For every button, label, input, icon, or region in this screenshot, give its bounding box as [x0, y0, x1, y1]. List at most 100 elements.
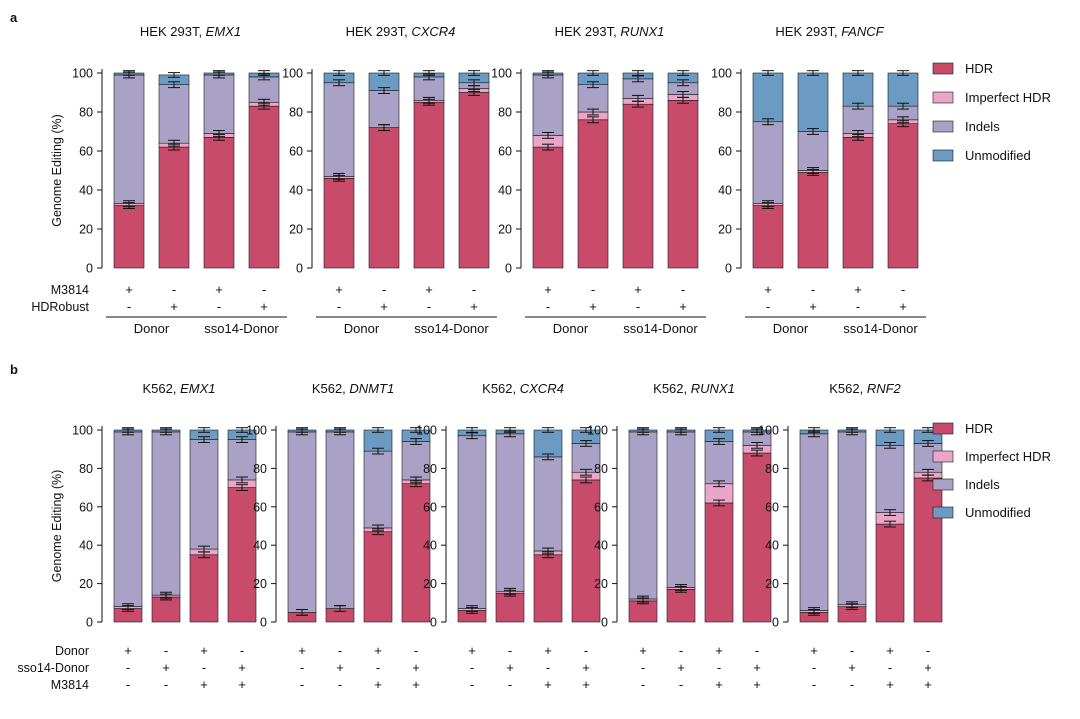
condition-sign: -	[812, 660, 816, 675]
condition-sign: -	[679, 643, 683, 658]
y-tick-label: 80	[79, 106, 93, 120]
condition-sign: +	[544, 677, 552, 692]
y-tick-label: 20	[253, 577, 267, 591]
y-tick-label: 80	[765, 462, 779, 476]
y-tick-label: 60	[79, 500, 93, 514]
y-tick-label: 20	[423, 577, 437, 591]
bar-hdr	[875, 523, 905, 623]
y-tick-label: 60	[253, 500, 267, 514]
bar-indels	[113, 431, 143, 607]
bar-hdr	[495, 592, 525, 623]
legend-swatch-imperfect-hdr	[932, 91, 954, 104]
conditions-b-runx1: + - + - - + - + - - + +	[639, 643, 761, 692]
row-label: M3814	[51, 283, 89, 297]
bar-indels	[797, 131, 829, 171]
y-tick-label: 20	[79, 223, 93, 237]
bar-indels	[203, 74, 235, 134]
legend-label: Imperfect HDR	[965, 90, 1051, 105]
bar-hdr	[401, 483, 431, 623]
row-label: Donor	[55, 644, 89, 658]
y-tick-label: 100	[246, 424, 267, 438]
chart-title-gene: DNMT1	[349, 381, 394, 396]
condition-sign: -	[164, 643, 168, 658]
bar-indels	[704, 441, 734, 485]
bar-unmodified	[752, 72, 784, 123]
bar-indels	[368, 90, 400, 128]
y-tick-label: 0	[772, 616, 779, 630]
bar-hdr	[704, 502, 734, 623]
y-tick-label: 40	[289, 184, 303, 198]
group-label: sso14-Donor	[843, 321, 918, 336]
legend-label: Imperfect HDR	[965, 449, 1051, 464]
bar-indels	[532, 74, 564, 136]
condition-sign: +	[506, 660, 514, 675]
condition-sign: -	[414, 643, 418, 658]
conditions-b-cxcr4: + - + - - + - + - - + +	[468, 643, 590, 692]
condition-sign: +	[924, 677, 932, 692]
panel-label-a: a	[10, 10, 18, 25]
bar-hdr	[666, 589, 696, 623]
bar-indels	[571, 443, 601, 473]
y-tick-label: 100	[72, 67, 93, 81]
y-tick-label: 0	[86, 262, 93, 276]
group-label: sso14-Donor	[204, 321, 279, 336]
y-tick-label: 100	[587, 424, 608, 438]
bar-indels	[248, 76, 280, 103]
bar-indels	[287, 431, 317, 613]
y-tick-label: 0	[601, 616, 608, 630]
bar-indels	[666, 431, 696, 588]
condition-sign: +	[374, 643, 382, 658]
bar-indels	[577, 84, 609, 113]
y-tick-label: 40	[594, 539, 608, 553]
condition-sign: +	[679, 299, 687, 314]
bar-hdr	[227, 487, 257, 623]
condition-sign: +	[298, 643, 306, 658]
bar-hdr	[667, 100, 699, 269]
y-tick-label: 20	[594, 577, 608, 591]
condition-sign: +	[124, 643, 132, 658]
condition-sign: +	[753, 677, 761, 692]
group-label: sso14-Donor	[623, 321, 698, 336]
legend-b: HDR Imperfect HDR Indels Unmodified	[932, 421, 1051, 520]
condition-sign: +	[412, 660, 420, 675]
condition-sign: -	[584, 643, 588, 658]
bar-indels	[401, 441, 431, 481]
legend-swatch-unmodified	[932, 506, 954, 519]
chart-title-gene: CXCR4	[411, 24, 455, 39]
condition-sign: -	[126, 660, 130, 675]
bar-hdr	[248, 105, 280, 269]
bar-hdr	[887, 123, 919, 269]
chart-b-cxcr4: K562, CXCR4 0 20 40 60 80 100	[416, 381, 601, 630]
condition-sign: -	[300, 660, 304, 675]
bar-indels	[158, 84, 190, 144]
y-tick-label: 80	[289, 106, 303, 120]
bar-unmodified	[842, 72, 874, 107]
condition-sign: -	[901, 282, 905, 297]
y-tick-label: 0	[430, 616, 437, 630]
legend-swatch-indels	[932, 120, 954, 133]
condition-sign: +	[582, 660, 590, 675]
condition-sign: -	[202, 660, 206, 675]
y-tick-label: 80	[79, 462, 93, 476]
bar-indels	[323, 82, 355, 177]
y-tick-label: 100	[758, 424, 779, 438]
condition-sign: +	[634, 282, 642, 297]
condition-sign: -	[172, 282, 176, 297]
chart-title-gene: EMX1	[206, 24, 241, 39]
y-tick-label: 40	[79, 539, 93, 553]
condition-sign: +	[582, 677, 590, 692]
bar-indels	[842, 105, 874, 134]
bar-indels	[799, 433, 829, 611]
conditions-a-runx1: + - + -- + - +Donor sso14-Donor	[525, 282, 706, 336]
condition-sign: +	[899, 299, 907, 314]
bar-hdr	[577, 119, 609, 269]
bar-indels	[413, 76, 445, 101]
legend-label: Indels	[965, 119, 1000, 134]
y-tick-label: 60	[765, 500, 779, 514]
condition-sign: -	[811, 282, 815, 297]
group-label: Donor	[773, 321, 809, 336]
bar-hdr	[842, 137, 874, 269]
y-tick-label: 80	[423, 462, 437, 476]
chart-b-dnmt1: K562, DNMT1 0 20 40 60 80 100	[246, 381, 431, 630]
y-tick-label: 100	[416, 424, 437, 438]
